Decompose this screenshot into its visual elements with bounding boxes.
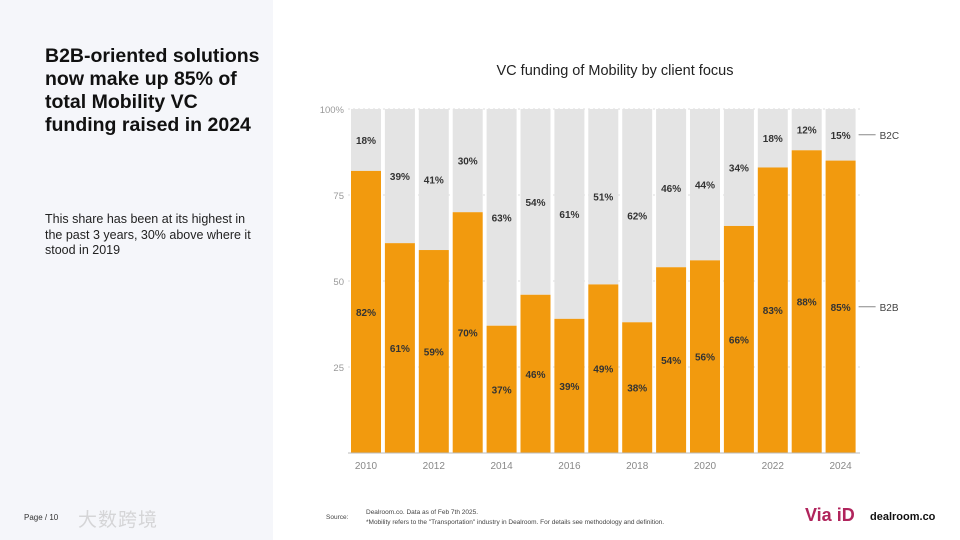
data-label-b2c: 41% xyxy=(424,176,444,187)
bar-b2b xyxy=(791,150,822,453)
x-tick-label: 2012 xyxy=(423,461,446,472)
bar-b2c xyxy=(757,109,788,168)
data-label-b2c: 54% xyxy=(525,198,545,209)
bar-b2c xyxy=(486,109,517,326)
bar-b2b xyxy=(588,284,619,453)
headline: B2B-oriented solutions now make up 85% o… xyxy=(45,45,260,136)
data-label-b2c: 15% xyxy=(831,131,851,142)
bar-b2b xyxy=(452,212,483,453)
data-label-b2c: 63% xyxy=(492,213,512,224)
y-tick-label: 75 xyxy=(333,191,344,202)
bar-b2b xyxy=(825,160,856,453)
data-label-b2c: 18% xyxy=(356,136,376,147)
page-number: Page / 10 xyxy=(24,513,59,522)
watermark: 大数跨境 xyxy=(78,510,159,531)
chart-title: VC funding of Mobility by client focus xyxy=(496,63,734,79)
bar-b2b xyxy=(486,325,517,453)
bar-b2c xyxy=(554,109,585,319)
data-label-b2c: 61% xyxy=(559,210,579,221)
bar-b2b xyxy=(351,170,381,454)
bar-b2b xyxy=(554,318,585,453)
data-label-b2b: 54% xyxy=(661,356,681,367)
data-label-b2b: 38% xyxy=(627,384,647,395)
source-label: Source: xyxy=(326,514,349,521)
x-tick-label: 2018 xyxy=(626,461,649,472)
data-label-b2c: 44% xyxy=(695,181,715,192)
legend-b2b: B2B xyxy=(880,303,899,314)
data-label-b2c: 46% xyxy=(661,184,681,195)
source-line-2: *Mobility refers to the "Transportation"… xyxy=(366,519,665,526)
bar-b2c xyxy=(791,109,822,151)
data-label-b2b: 85% xyxy=(831,303,851,314)
bar-b2b xyxy=(520,294,551,453)
bar-b2b xyxy=(690,260,720,453)
source-text: Dealroom.co. Data as of Feb 7th 2025. *Mo… xyxy=(366,508,664,528)
x-tick-label: 2016 xyxy=(558,461,581,472)
data-label-b2c: 12% xyxy=(797,126,817,137)
x-tick-label: 2010 xyxy=(355,461,378,472)
bar-b2c xyxy=(384,109,415,244)
data-label-b2b: 88% xyxy=(797,298,817,309)
data-label-b2c: 51% xyxy=(593,193,613,204)
data-label-b2b: 37% xyxy=(492,385,512,396)
x-tick-label: 2020 xyxy=(694,461,717,472)
source-line-1: Dealroom.co. Data as of Feb 7th 2025. xyxy=(366,509,479,516)
bar-b2c xyxy=(588,109,619,285)
bar-b2b xyxy=(723,225,754,453)
bar-b2c xyxy=(418,109,449,251)
left-panel xyxy=(0,0,273,540)
data-label-b2c: 30% xyxy=(458,157,478,168)
data-label-b2b: 66% xyxy=(729,335,749,346)
dealroom-logo: dealroom.co xyxy=(870,511,936,523)
bar-b2c xyxy=(452,109,483,213)
data-label-b2b: 59% xyxy=(424,348,444,359)
data-label-b2b: 83% xyxy=(763,306,783,317)
bar-b2b xyxy=(622,322,653,453)
x-tick-label: 2022 xyxy=(762,461,785,472)
x-tick-label: 2014 xyxy=(490,461,513,472)
y-tick-label: 50 xyxy=(333,277,344,288)
data-label-b2b: 56% xyxy=(695,353,715,364)
bar-b2c xyxy=(723,109,754,226)
subtext: This share has been at its highest in th… xyxy=(45,212,251,257)
bar-b2b xyxy=(384,243,415,453)
bar-b2c xyxy=(520,109,551,295)
data-label-b2c: 18% xyxy=(763,134,783,145)
data-label-b2c: 62% xyxy=(627,212,647,223)
bar-b2b xyxy=(757,167,788,454)
data-label-b2b: 39% xyxy=(559,382,579,393)
data-label-b2c: 39% xyxy=(390,172,410,183)
y-tick-label: 25 xyxy=(333,363,344,374)
bar-b2b xyxy=(656,267,687,453)
data-label-b2b: 82% xyxy=(356,308,376,319)
bar-b2c xyxy=(656,109,687,268)
x-tick-label: 2024 xyxy=(829,461,852,472)
data-label-b2b: 49% xyxy=(593,365,613,376)
legend-b2c: B2C xyxy=(880,131,899,142)
data-label-b2b: 46% xyxy=(525,370,545,381)
via-id-logo: Via iD xyxy=(805,505,855,525)
data-label-b2b: 61% xyxy=(390,344,410,355)
bar-b2c xyxy=(690,109,720,261)
y-tick-label: 100% xyxy=(320,105,345,116)
bar-b2c xyxy=(825,109,856,161)
bar-b2c xyxy=(351,109,381,171)
bar-b2c xyxy=(622,109,653,323)
bar-b2b xyxy=(418,250,449,453)
data-label-b2c: 34% xyxy=(729,163,749,174)
data-label-b2b: 70% xyxy=(458,329,478,340)
